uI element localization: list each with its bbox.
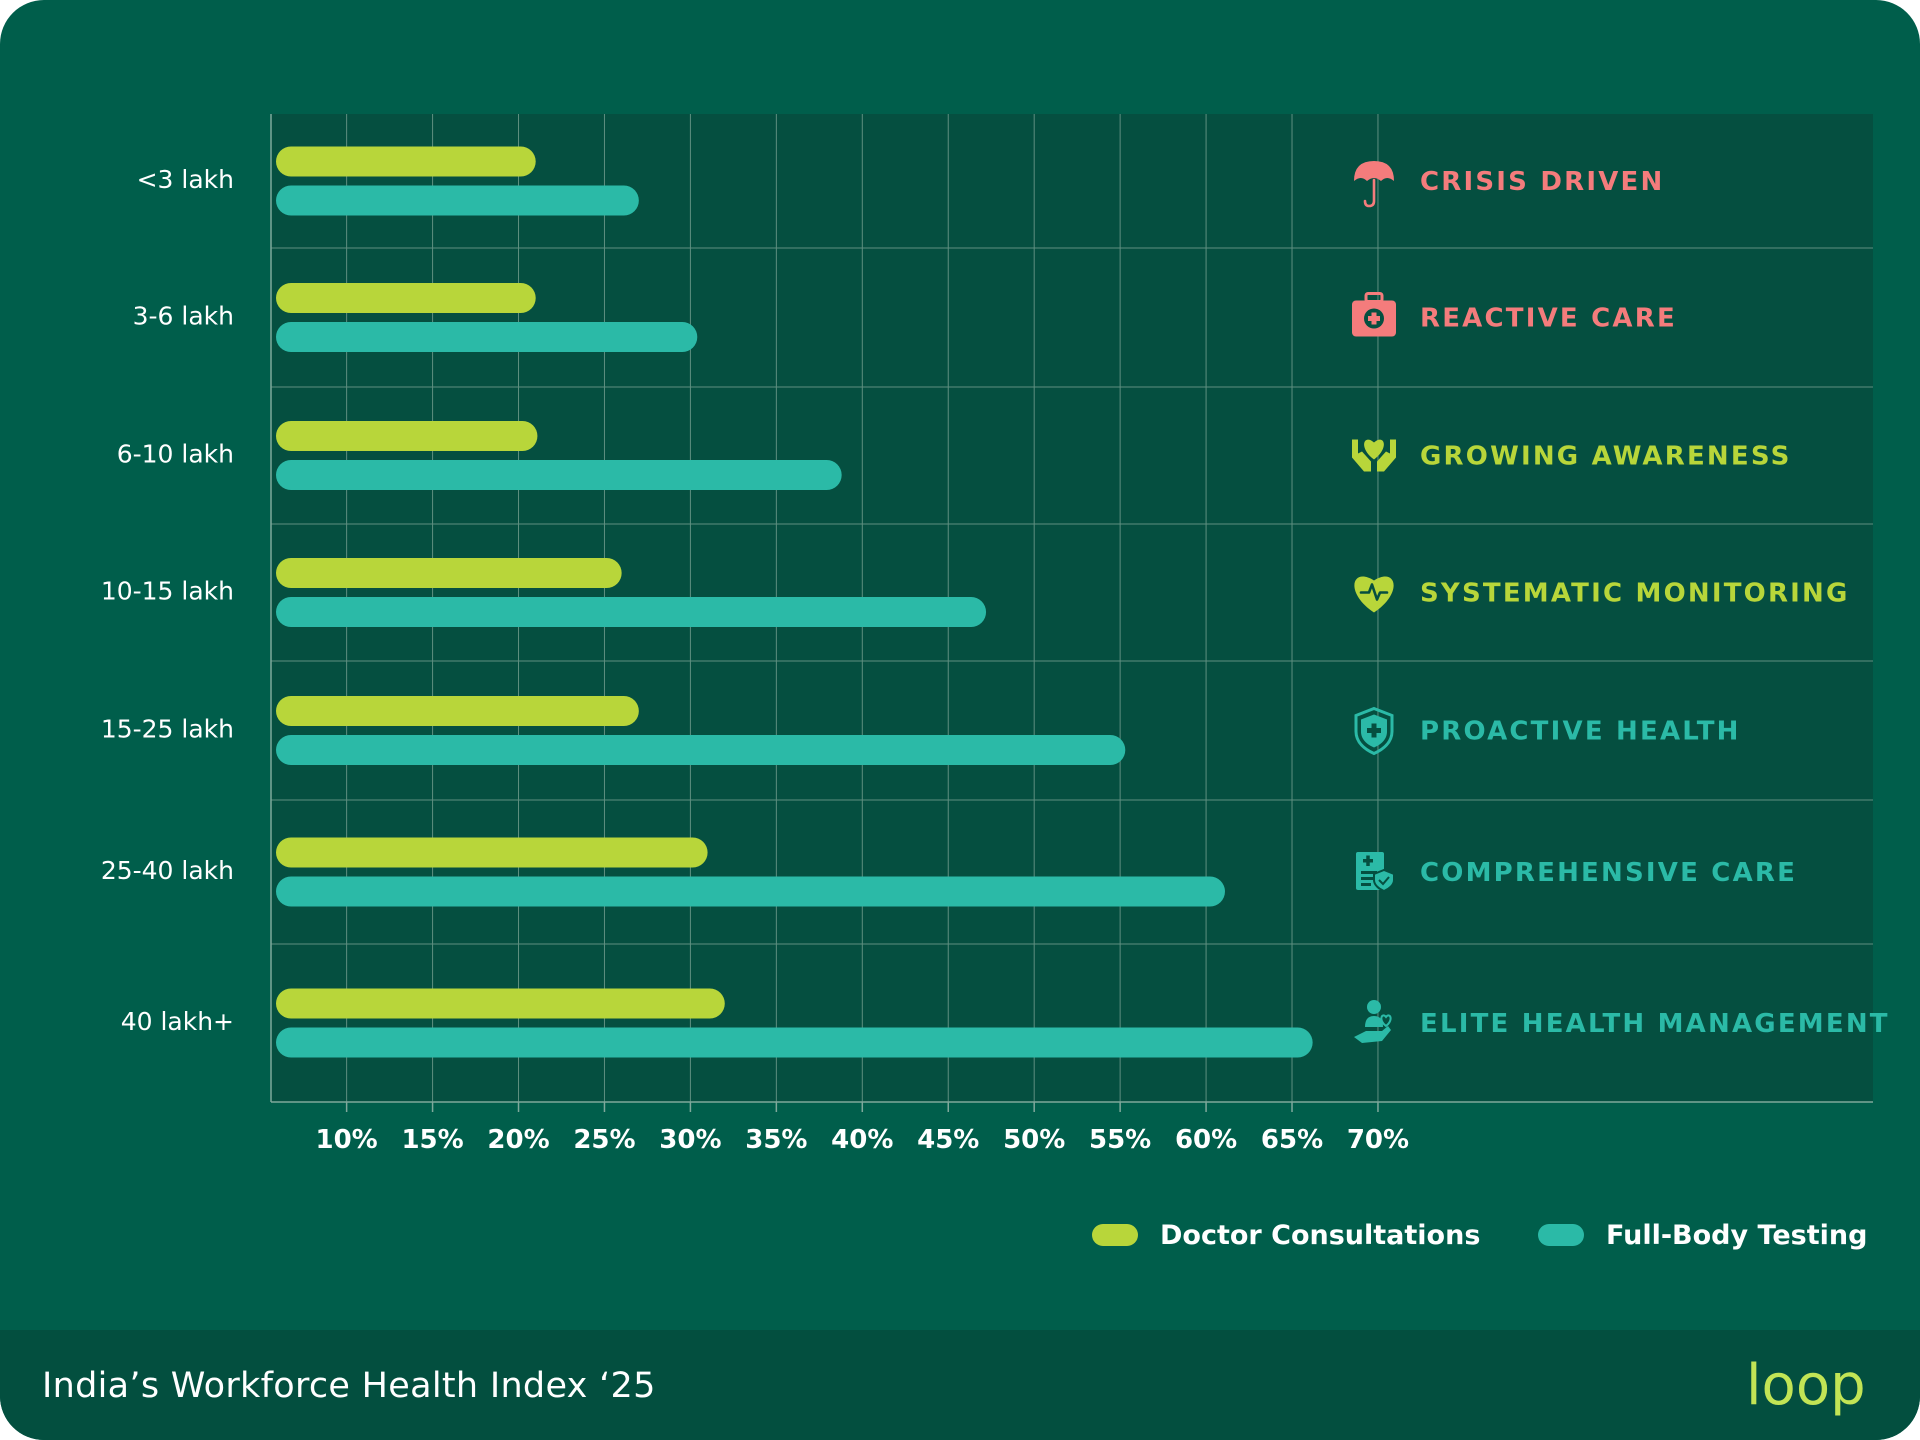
umbrella-icon-handle	[1363, 178, 1376, 208]
bar-doctor-consultations	[276, 421, 538, 451]
shield-cross-icon-outline	[1354, 706, 1394, 756]
footer-bar	[0, 1330, 1920, 1440]
x-tick-label: 40%	[831, 1125, 893, 1155]
person-care-icon-head	[1367, 1000, 1381, 1014]
x-tick-label: 50%	[1003, 1125, 1065, 1155]
legend-swatch	[1538, 1224, 1584, 1246]
x-tick-label: 45%	[917, 1125, 979, 1155]
category-label: 10-15 lakh	[101, 577, 234, 606]
stage-label: COMPREHENSIVE CARE	[1420, 858, 1797, 888]
bar-doctor-consultations	[276, 283, 536, 313]
legend-label: Doctor Consultations	[1160, 1220, 1480, 1251]
person-care-icon	[1354, 1000, 1392, 1043]
bar-full-body-testing	[276, 597, 987, 627]
bar-doctor-consultations	[276, 837, 708, 868]
x-tick-label: 10%	[316, 1125, 378, 1155]
shield-cross-icon-cross-v	[1371, 723, 1377, 738]
x-tick-labels: 10% 15% 20% 25% 30% 35% 40% 45% 50% 55% 60% 65% 70%	[316, 1125, 1410, 1155]
medical-document-icon-shield	[1373, 868, 1395, 893]
hands-heart-icon-left-hand	[1352, 439, 1371, 472]
stage-label: PROACTIVE HEALTH	[1420, 717, 1741, 747]
chart-row: 40 lakh+ ELITE HEALTH MANAGEMENT	[121, 988, 1890, 1058]
category-label: 15-25 lakh	[101, 715, 234, 744]
medical-document-icon-cross-v	[1366, 855, 1370, 866]
category-label: 3-6 lakh	[133, 302, 234, 331]
chart-row: 25-40 lakh COMPREHENSIVE CARE	[101, 837, 1797, 907]
x-tick-label: 65%	[1261, 1125, 1323, 1155]
bar-full-body-testing	[276, 460, 842, 490]
bar-full-body-testing	[276, 322, 698, 352]
hands-heart-icon	[1352, 439, 1396, 472]
bar-doctor-consultations	[276, 146, 536, 177]
stage-label: REACTIVE CARE	[1420, 304, 1677, 334]
stage-label: CRISIS DRIVEN	[1420, 167, 1664, 197]
legend-item: Doctor Consultations	[1092, 1220, 1480, 1251]
legend-label: Full-Body Testing	[1606, 1220, 1867, 1251]
category-label: 40 lakh+	[121, 1007, 234, 1036]
category-label: <3 lakh	[137, 165, 234, 194]
footer-title: India’s Workforce Health Index ‘25	[42, 1366, 656, 1406]
x-tick-label: 30%	[659, 1125, 721, 1155]
heart-pulse-icon	[1354, 576, 1394, 613]
first-aid-kit-icon-cross-v	[1371, 312, 1377, 325]
category-label: 25-40 lakh	[101, 856, 234, 885]
hands-heart-icon-heart	[1364, 439, 1384, 460]
loop-logo: loop	[1746, 1353, 1866, 1418]
shield-cross-icon	[1354, 706, 1394, 756]
medical-document-icon-check	[1378, 876, 1390, 886]
umbrella-icon	[1354, 161, 1394, 208]
legend: Doctor Consultations Full-Body Testing	[1092, 1220, 1867, 1251]
legend-item: Full-Body Testing	[1538, 1220, 1867, 1251]
chart-row: 6-10 lakh GROWING AWARENESS	[117, 421, 1792, 490]
umbrella-icon-canopy	[1354, 161, 1394, 181]
category-label: 6-10 lakh	[117, 440, 234, 469]
bar-full-body-testing	[276, 876, 1225, 907]
logo-text: loop	[1746, 1353, 1866, 1418]
x-tick-label: 15%	[401, 1125, 463, 1155]
chart-row: 15-25 lakh PROACTIVE HEALTH	[101, 696, 1741, 765]
medical-document-icon	[1356, 852, 1395, 893]
person-care-icon-body	[1365, 1016, 1383, 1027]
bar-full-body-testing	[276, 735, 1126, 765]
chart-row: 10-15 lakh SYSTEMATIC MONITORING	[101, 558, 1850, 627]
bar-doctor-consultations	[276, 558, 622, 588]
chart-row: 3-6 lakh REACTIVE CARE	[133, 283, 1677, 352]
x-tick-label: 20%	[487, 1125, 549, 1155]
bar-doctor-consultations	[276, 696, 639, 726]
hands-heart-icon-right-hand	[1377, 439, 1396, 472]
legend-swatch	[1092, 1224, 1138, 1246]
x-tick-label: 70%	[1347, 1125, 1409, 1155]
x-tick-label: 55%	[1089, 1125, 1151, 1155]
first-aid-kit-icon	[1352, 292, 1396, 337]
stage-label: GROWING AWARENESS	[1420, 442, 1792, 472]
medical-document-icon-line-2	[1361, 877, 1373, 880]
bar-full-body-testing	[276, 1027, 1313, 1058]
chart-row: <3 lakh CRISIS DRIVEN	[137, 146, 1664, 216]
x-tick-label: 35%	[745, 1125, 807, 1155]
x-tick-label: 25%	[573, 1125, 635, 1155]
row-separators	[271, 247, 1873, 945]
stage-label: SYSTEMATIC MONITORING	[1420, 579, 1850, 609]
x-tick-label: 60%	[1175, 1125, 1237, 1155]
bar-full-body-testing	[276, 185, 639, 216]
stage-label: ELITE HEALTH MANAGEMENT	[1420, 1009, 1890, 1039]
medical-document-icon-line-3	[1361, 883, 1371, 886]
medical-document-icon-line-1	[1361, 871, 1377, 874]
heart-pulse-icon-pulse	[1359, 583, 1389, 601]
bar-doctor-consultations	[276, 988, 725, 1019]
person-care-icon-hand	[1354, 1026, 1391, 1043]
bar-chart: 10% 15% 20% 25% 30% 35% 40% 45% 50% 55% 60% 65% 70% <…	[101, 114, 1890, 1251]
person-care-icon-heart	[1380, 1014, 1392, 1028]
